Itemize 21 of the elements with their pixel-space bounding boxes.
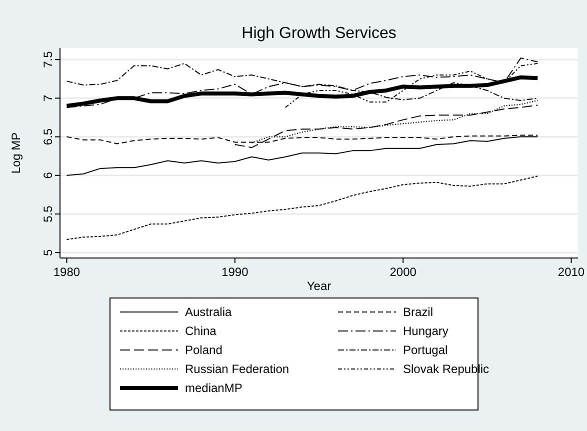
legend-label: Brazil (403, 305, 434, 319)
y-tick-label: 6 (41, 172, 55, 179)
legend-label: Australia (185, 305, 232, 319)
x-tick-label: 1990 (222, 265, 249, 279)
x-tick-label: 2000 (390, 265, 417, 279)
y-tick-label: 6.5 (41, 128, 55, 146)
x-tick-label: 1980 (53, 265, 80, 279)
legend-label: Hungary (403, 324, 448, 338)
legend-label: Portugal (403, 343, 448, 357)
legend-label: medianMP (185, 381, 242, 395)
y-axis-title: Log MP (9, 132, 23, 174)
legend-label: China (185, 324, 217, 338)
y-tick-label: 7.5 (41, 50, 55, 68)
y-tick-label: 5 (41, 248, 55, 256)
y-tick-label: 7 (41, 94, 55, 102)
legend-label: Poland (185, 343, 222, 357)
chart-title: High Growth Services (242, 25, 396, 42)
y-tick-label: 5.5 (41, 205, 55, 222)
x-tick-label: 2010 (558, 265, 585, 279)
x-axis-title: Year (306, 279, 332, 293)
legend-label: Russian Federation (185, 362, 290, 376)
